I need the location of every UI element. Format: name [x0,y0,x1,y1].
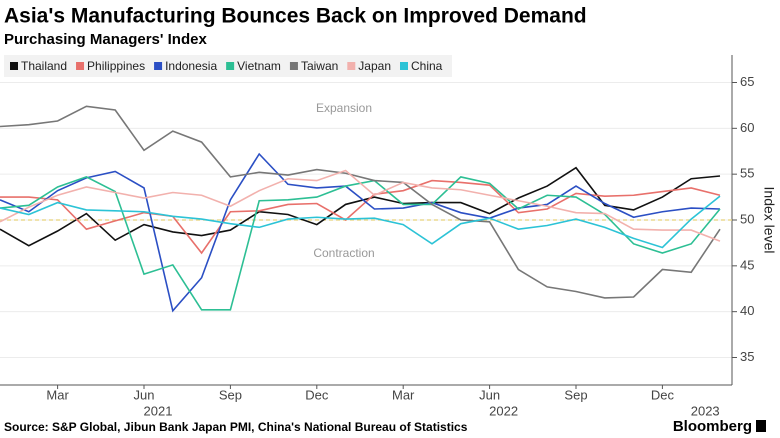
series-line [0,152,721,313]
x-tick-label: Jun [479,387,500,402]
legend-label: Taiwan [301,59,338,73]
annotation: Contraction [313,246,374,260]
series-line [0,166,721,247]
x-tick-label: Mar [46,387,69,402]
legend-label: Japan [358,59,391,73]
x-year-label: 2023 [691,403,720,418]
series-line [0,195,721,249]
legend-swatch [400,62,408,70]
x-year-label: 2022 [489,403,518,418]
legend-label: Thailand [21,59,67,73]
legend-swatch [347,62,356,70]
legend-label: Philippines [87,59,145,73]
legend-label: Indonesia [165,59,217,73]
legend-swatch [154,62,163,70]
y-tick-label: 35 [740,349,754,364]
x-year-label: 2021 [144,403,173,418]
x-tick-label: Sep [219,387,242,402]
y-tick-label: 55 [740,166,754,181]
source: Source: S&P Global, Jibun Bank Japan PMI… [4,420,468,434]
legend-swatch [226,62,235,70]
legend-swatch [10,62,18,70]
x-tick-label: Sep [564,387,587,402]
x-tick-label: Dec [651,387,675,402]
y-tick-label: 45 [740,257,754,272]
x-tick-label: Jun [134,387,155,402]
y-tick-label: 50 [740,211,754,226]
chart-subtitle: Purchasing Managers' Index [4,31,207,48]
brand-icon [756,420,766,432]
y-tick-label: 60 [740,120,754,135]
legend-swatch [76,62,85,70]
x-tick-label: Mar [392,387,415,402]
y-tick-label: 65 [740,74,754,89]
series-line [0,169,721,242]
legend-label: Vietnam [237,59,281,73]
series-line [0,179,721,255]
annotation: Expansion [316,101,372,115]
series-line [0,105,721,299]
brand: Bloomberg [673,418,752,435]
x-tick-label: Dec [305,387,329,402]
y-axis-label: Index level [761,187,777,254]
legend-swatch [289,62,298,70]
y-tick-label: 40 [740,303,754,318]
chart-title: Asia's Manufacturing Bounces Back on Imp… [4,5,587,28]
legend-label: China [411,59,443,73]
